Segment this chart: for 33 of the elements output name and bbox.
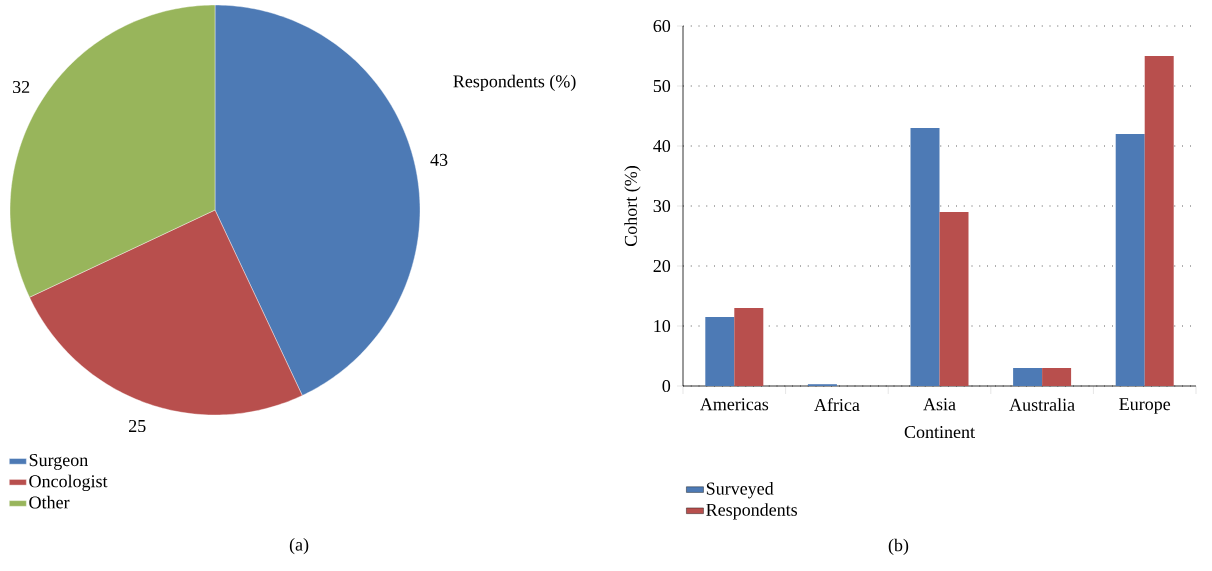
- bar: [1144, 56, 1174, 387]
- x-tick-label: Asia: [923, 398, 956, 411]
- legend-label: Oncologist: [29, 474, 108, 492]
- x-axis-title: Continent: [904, 426, 975, 439]
- text: Respondents (%): [453, 74, 576, 92]
- bar: [910, 128, 940, 387]
- data-label: 32: [13, 80, 30, 94]
- legend-label: Surgeon: [29, 454, 88, 470]
- legend-label: Other: [29, 495, 70, 509]
- y-tick-label: 50: [653, 79, 671, 93]
- data-label: 25: [129, 419, 146, 433]
- bar: [1042, 368, 1072, 387]
- x-tick-label: Europe: [1119, 398, 1171, 414]
- y-tick-label: 60: [653, 19, 671, 33]
- y-tick-label: 40: [653, 139, 671, 153]
- x-tick-label: Africa: [814, 398, 860, 412]
- data-label: 43: [430, 153, 448, 166]
- y-tick-label: 0: [662, 379, 671, 393]
- y-axis-title: Cohort (%): [624, 166, 641, 247]
- y-tick-label: 20: [653, 259, 671, 273]
- y-tick-label: 10: [654, 319, 671, 333]
- legend-label: Respondents: [706, 503, 798, 520]
- y-tick-label: 30: [653, 199, 671, 213]
- bar: [939, 212, 969, 387]
- text: (b): [888, 538, 909, 555]
- bar: [1115, 134, 1145, 387]
- bar: [705, 317, 735, 387]
- x-tick-label: Australia: [1009, 398, 1075, 411]
- x-tick-label: Americas: [700, 398, 769, 411]
- bar: [734, 308, 764, 387]
- legend-label: Surveyed: [706, 482, 774, 499]
- text: (a): [289, 538, 309, 555]
- bar: [1013, 368, 1043, 387]
